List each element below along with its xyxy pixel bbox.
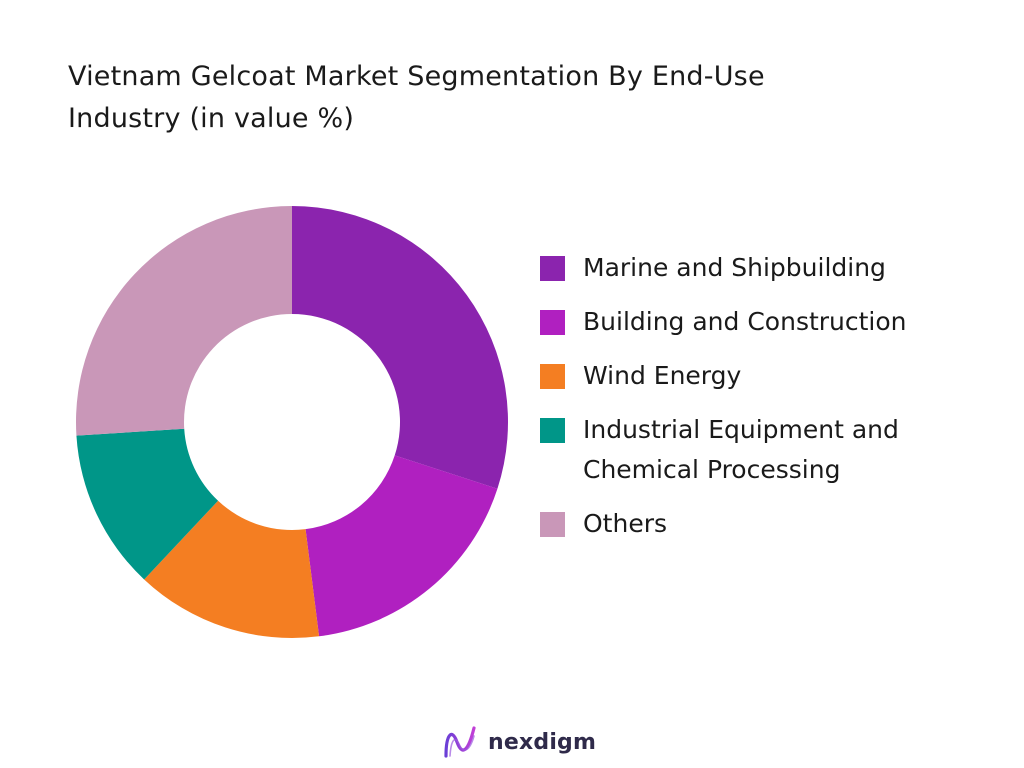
donut-slice-marine-and-shipbuilding xyxy=(292,206,509,489)
legend-label: Wind Energy xyxy=(583,361,742,390)
legend-label: Industrial Equipment and Chemical Proces… xyxy=(583,415,899,484)
brand-name: nexdigm xyxy=(488,729,597,755)
nexdigm-logo: nexdigm xyxy=(440,722,596,762)
donut-slice-industrial-equipment-and-chemical-processing xyxy=(76,428,219,580)
donut-slice-others xyxy=(75,206,292,436)
legend-swatch xyxy=(540,364,565,389)
legend-item-wind: Wind Energy xyxy=(540,356,1010,396)
legend-label: Others xyxy=(583,509,668,538)
legend-swatch xyxy=(540,512,565,537)
legend-item-building: Building and Construction xyxy=(540,302,1010,342)
chart-title: Vietnam Gelcoat Market Segmentation By E… xyxy=(68,61,765,134)
legend-swatch xyxy=(540,418,565,443)
donut-slice-wind-energy xyxy=(144,500,320,638)
legend-item-others: Others xyxy=(540,504,1010,544)
legend-item-industrial: Industrial Equipment and Chemical Proces… xyxy=(540,410,1010,490)
legend-label: Building and Construction xyxy=(583,307,907,336)
legend-label: Marine and Shipbuilding xyxy=(583,253,886,282)
legend-swatch xyxy=(540,256,565,281)
legend-item-marine: Marine and Shipbuilding xyxy=(540,248,1010,288)
chart-legend: Marine and Shipbuilding Building and Con… xyxy=(540,248,1010,558)
nexdigm-logo-icon xyxy=(444,726,476,758)
legend-swatch xyxy=(540,310,565,335)
donut-slice-building-and-construction xyxy=(305,455,498,637)
